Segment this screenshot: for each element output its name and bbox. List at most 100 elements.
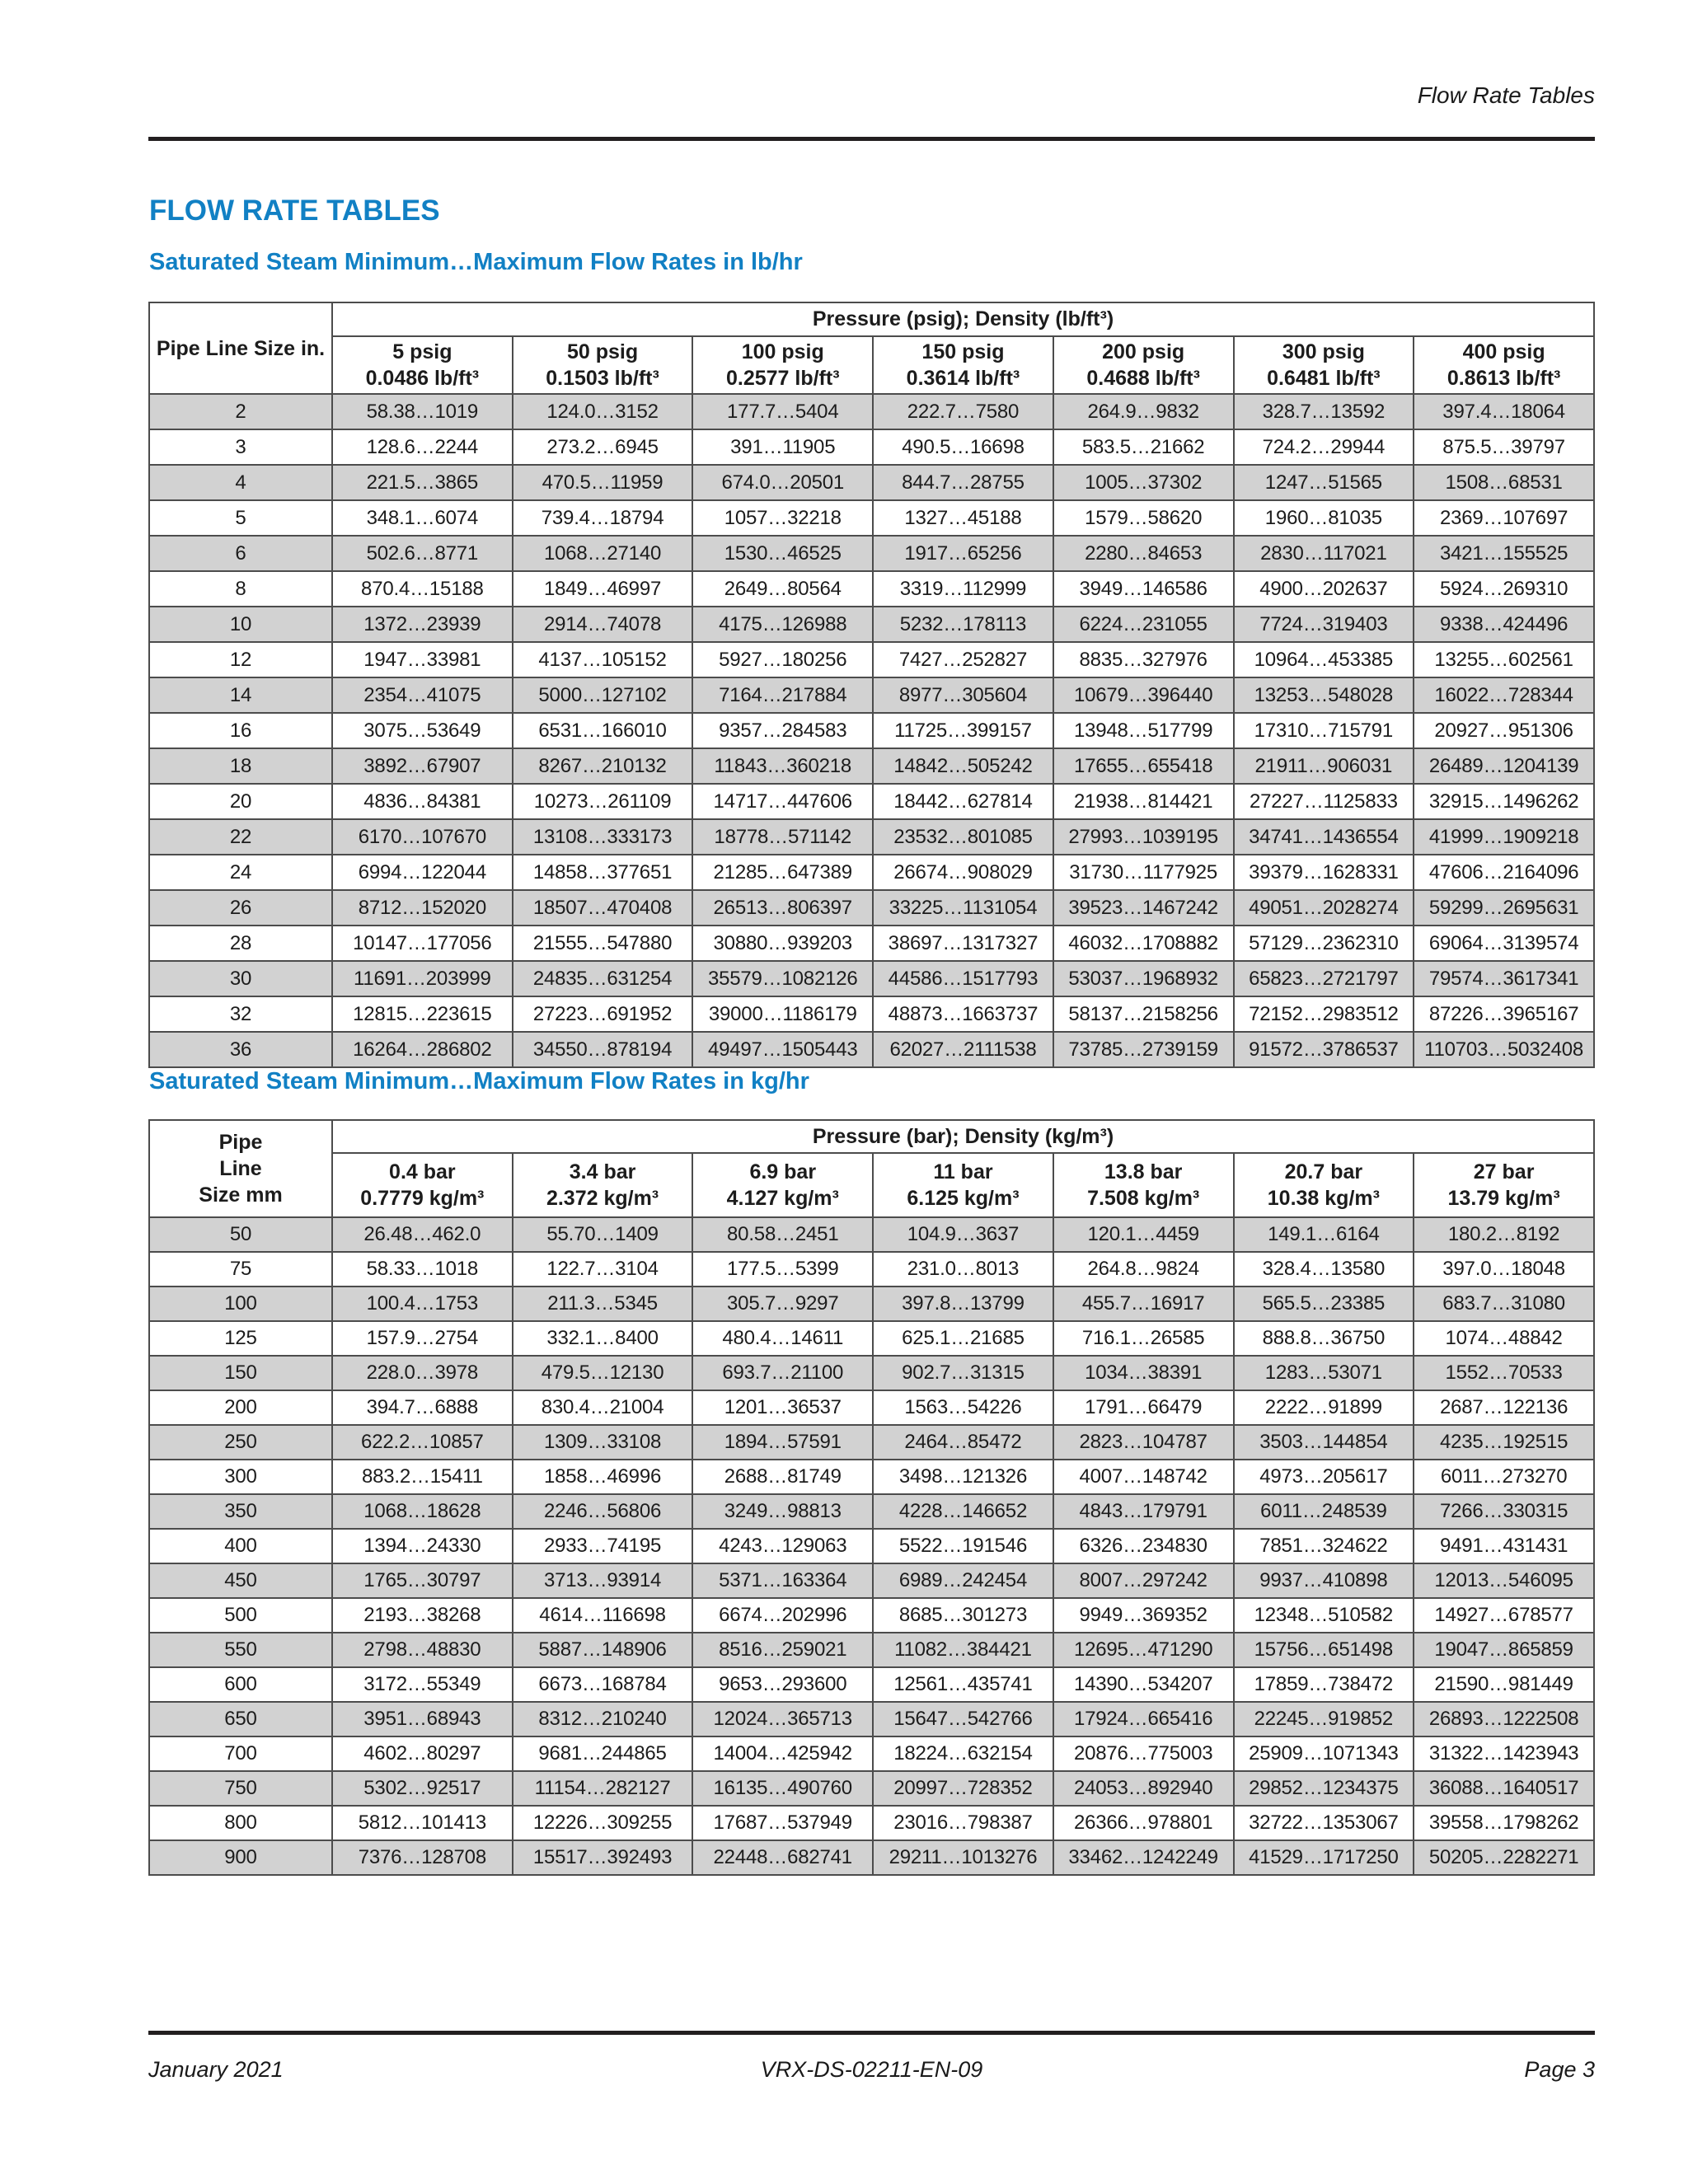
flow-range-cell: 2933…74195	[511, 1528, 694, 1564]
flow-range-cell: 31730…1177925	[1052, 854, 1235, 891]
flow-range-cell: 273.2…6945	[511, 429, 694, 466]
density-label: 0.6481 lb/ft³	[1267, 367, 1381, 390]
flow-range-cell: 1068…18628	[331, 1493, 513, 1530]
flow-range-cell: 177.5…5399	[692, 1251, 874, 1287]
header-rule	[148, 137, 1595, 141]
footer-date: January 2021	[148, 2057, 284, 2082]
flow-range-cell: 24053…892940	[1052, 1770, 1235, 1807]
pipe-size-cell: 3	[148, 429, 333, 466]
flow-range-cell: 222.7…7580	[872, 393, 1054, 430]
flow-range-cell: 6326…234830	[1052, 1528, 1235, 1564]
pipe-size-cell: 750	[148, 1770, 333, 1807]
flow-range-cell: 73785…2739159	[1052, 1031, 1235, 1068]
table-row: 250 622.2…10857 1309…33108 1894…57591 2464…8…	[148, 1424, 1595, 1460]
flow-range-cell: 23532…801085	[872, 818, 1054, 855]
flow-range-cell: 4243…129063	[692, 1528, 874, 1564]
pipe-size-header-line: Line	[219, 1157, 262, 1180]
pipe-size-cell: 28	[148, 925, 333, 962]
flow-range-cell: 739.4…18794	[511, 499, 694, 537]
flow-range-cell: 1791…66479	[1052, 1390, 1235, 1426]
pressure-label: 11 bar	[933, 1160, 993, 1183]
flow-range-cell: 1579…58620	[1052, 499, 1235, 537]
flow-range-cell: 128.6…2244	[331, 429, 513, 466]
flow-range-cell: 22448…682741	[692, 1840, 874, 1876]
flow-range-cell: 5371…163364	[692, 1563, 874, 1599]
pressure-column-header: 0.4 bar 0.7779 kg/m³	[331, 1152, 513, 1218]
flow-range-cell: 120.1…4459	[1052, 1216, 1235, 1253]
flow-range-cell: 7266…330315	[1413, 1493, 1595, 1530]
pipe-size-cell: 200	[148, 1390, 333, 1426]
flow-range-cell: 46032…1708882	[1052, 925, 1235, 962]
pipe-size-cell: 50	[148, 1216, 333, 1253]
flow-range-cell: 30880…939203	[692, 925, 874, 962]
flow-range-cell: 26366…978801	[1052, 1805, 1235, 1841]
flow-range-cell: 10679…396440	[1052, 677, 1235, 714]
pressure-label: 200 psig	[1102, 340, 1185, 363]
pipe-size-cell: 2	[148, 393, 333, 430]
flow-range-cell: 348.1…6074	[331, 499, 513, 537]
flow-range-cell: 1327…45188	[872, 499, 1054, 537]
pipe-size-cell: 14	[148, 677, 333, 714]
table-row: 550 2798…48830 5887…148906 8516…259021 11082…	[148, 1632, 1595, 1668]
flow-range-cell: 9357…284583	[692, 712, 874, 749]
flow-range-cell: 391…11905	[692, 429, 874, 466]
flow-range-cell: 13108…333173	[511, 818, 694, 855]
flow-range-cell: 32722…1353067	[1232, 1805, 1415, 1841]
flow-range-cell: 1005…37302	[1052, 464, 1235, 501]
table-row: 20 4836…84381 10273…261109 14717…447606 1844…	[148, 783, 1595, 820]
pipe-size-cell: 550	[148, 1632, 333, 1668]
flow-range-cell: 36088…1640517	[1413, 1770, 1595, 1807]
flow-range-cell: 1849…46997	[511, 570, 694, 607]
flow-range-cell: 5887…148906	[511, 1632, 694, 1668]
table-row: 16 3075…53649 6531…166010 9357…284583 11725……	[148, 712, 1595, 749]
flow-range-cell: 14842…505242	[872, 748, 1054, 785]
flow-range-cell: 8712…152020	[331, 889, 513, 926]
flow-range-cell: 883.2…15411	[331, 1459, 513, 1495]
table-row: 50 26.48…462.0 55.70…1409 80.58…2451 104.9…3…	[148, 1216, 1595, 1253]
page-footer: January 2021 VRX-DS-02211-EN-09 Page 3	[148, 2057, 1595, 2083]
flow-range-cell: 14390…534207	[1052, 1666, 1235, 1703]
flow-range-cell: 21938…814421	[1052, 783, 1235, 820]
flow-range-cell: 13255…602561	[1413, 641, 1595, 678]
density-label: 7.508 kg/m³	[1087, 1187, 1200, 1210]
table-row: 100 100.4…1753 211.3…5345 305.7…9297 397.8…1…	[148, 1286, 1595, 1322]
pressure-density-group-header: Pressure (psig); Density (lb/ft³)	[331, 302, 1595, 337]
flow-range-cell: 49051…2028274	[1232, 889, 1415, 926]
flow-range-cell: 1894…57591	[692, 1424, 874, 1460]
flow-range-cell: 8312…210240	[511, 1701, 694, 1737]
flow-range-cell: 490.5…16698	[872, 429, 1054, 466]
table-row: 4 221.5…3865 470.5…11959 674.0…20501 844.7…2…	[148, 464, 1595, 501]
flow-range-cell: 1552…70533	[1413, 1355, 1595, 1391]
flow-range-cell: 875.5…39797	[1413, 429, 1595, 466]
flow-range-cell: 328.7…13592	[1232, 393, 1415, 430]
pipe-size-cell: 4	[148, 464, 333, 501]
pipe-size-cell: 100	[148, 1286, 333, 1322]
flow-range-cell: 14717…447606	[692, 783, 874, 820]
flow-range-cell: 25909…1071343	[1232, 1736, 1415, 1772]
flow-range-cell: 32915…1496262	[1413, 783, 1595, 820]
flow-range-cell: 17687…537949	[692, 1805, 874, 1841]
pipe-size-cell: 250	[148, 1424, 333, 1460]
table-row: 5 348.1…6074 739.4…18794 1057…32218 1327…451…	[148, 499, 1595, 537]
flow-range-cell: 21285…647389	[692, 854, 874, 891]
pressure-label: 6.9 bar	[749, 1160, 817, 1183]
flow-range-cell: 9681…244865	[511, 1736, 694, 1772]
flow-range-cell: 3713…93914	[511, 1563, 694, 1599]
flow-range-cell: 625.1…21685	[872, 1320, 1054, 1357]
pipe-size-cell: 10	[148, 606, 333, 643]
flow-range-cell: 58.33…1018	[331, 1251, 513, 1287]
flow-range-cell: 1394…24330	[331, 1528, 513, 1564]
pipe-size-column-header: Pipe Line Size in.	[148, 302, 333, 395]
flow-range-cell: 80.58…2451	[692, 1216, 874, 1253]
flow-range-cell: 11843…360218	[692, 748, 874, 785]
flow-range-cell: 104.9…3637	[872, 1216, 1054, 1253]
table-row: 24 6994…122044 14858…377651 21285…647389 266…	[148, 854, 1595, 891]
pipe-size-cell: 12	[148, 641, 333, 678]
flow-range-cell: 3421…155525	[1413, 535, 1595, 572]
flow-range-cell: 17310…715791	[1232, 712, 1415, 749]
table-row: 14 2354…41075 5000…127102 7164…217884 8977…3…	[148, 677, 1595, 714]
pressure-label: 400 psig	[1462, 340, 1545, 363]
flow-range-cell: 480.4…14611	[692, 1320, 874, 1357]
pipe-size-cell: 500	[148, 1597, 333, 1633]
table-row: 900 7376…128708 15517…392493 22448…682741 29…	[148, 1840, 1595, 1876]
